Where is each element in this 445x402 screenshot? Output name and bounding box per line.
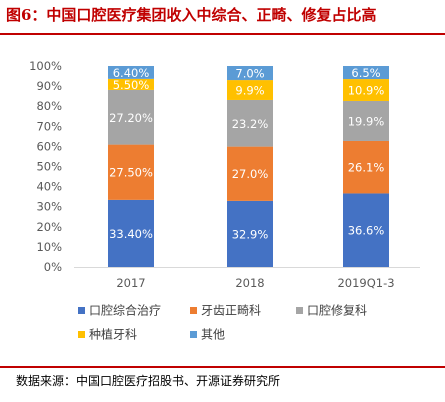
stacked-bar-chart: 0% 10% 20% 30% 40% 50% 60% 70% 80% 90% 100% 33.40%… bbox=[29, 59, 420, 342]
bar-segment bbox=[343, 100, 389, 141]
legend-swatch bbox=[190, 307, 197, 314]
data-label: 27.0% bbox=[232, 167, 269, 181]
data-label: 33.40% bbox=[109, 227, 153, 241]
data-label: 32.9% bbox=[232, 227, 269, 241]
y-tick-label: 20% bbox=[36, 220, 62, 234]
bar-segment bbox=[343, 193, 389, 267]
data-label: 27.20% bbox=[109, 111, 153, 125]
data-label: 36.6% bbox=[348, 224, 385, 238]
y-tick-label: 10% bbox=[36, 240, 62, 254]
bar-segment bbox=[343, 66, 389, 80]
data-label: 27.50% bbox=[109, 166, 153, 180]
data-source: 数据来源：中国口腔医疗招股书、开源证券研究所 bbox=[16, 374, 281, 388]
bar-segment bbox=[108, 144, 154, 200]
bar-segment bbox=[108, 78, 154, 90]
legend-swatch bbox=[190, 331, 197, 338]
legend-label: 其他 bbox=[201, 328, 225, 342]
y-tick-label: 70% bbox=[36, 119, 62, 133]
x-tick-label: 2018 bbox=[235, 276, 264, 290]
y-axis: 0% 10% 20% 30% 40% 50% 60% 70% 80% 90% 100% bbox=[29, 59, 62, 274]
y-tick-label: 50% bbox=[36, 160, 62, 174]
data-label: 7.0% bbox=[235, 67, 264, 81]
legend-label: 口腔综合治疗 bbox=[89, 303, 161, 318]
title-divider bbox=[0, 33, 445, 35]
data-label: 9.9% bbox=[235, 84, 264, 98]
bars: 33.40% 27.50% 27.20% 5.50%6.40% 32.9% 27.0% 23… bbox=[108, 66, 389, 267]
source-divider bbox=[0, 366, 445, 368]
y-tick-label: 60% bbox=[36, 139, 62, 153]
legend-label: 口腔修复科 bbox=[307, 303, 367, 318]
bar-segment bbox=[108, 66, 154, 79]
legend-swatch bbox=[296, 307, 303, 314]
chart-title: 图6：中国口腔医疗集团收入中综合、正畸、修复占比高 bbox=[6, 6, 377, 24]
y-tick-label: 100% bbox=[29, 59, 62, 73]
x-axis: 2017 2018 2019Q1-3 bbox=[74, 267, 420, 290]
x-tick-label: 2017 bbox=[116, 276, 145, 290]
bar-segment bbox=[227, 146, 273, 201]
bar-segment bbox=[343, 140, 389, 194]
data-label: 10.9% bbox=[348, 84, 385, 98]
bar-segment bbox=[227, 80, 273, 100]
y-tick-label: 0% bbox=[44, 260, 62, 274]
bar-segment bbox=[227, 99, 273, 147]
data-label: 5.50% bbox=[113, 78, 150, 92]
bar-segment bbox=[108, 89, 154, 145]
y-tick-label: 40% bbox=[36, 180, 62, 194]
data-label: 19.9% bbox=[348, 114, 385, 128]
y-tick-label: 90% bbox=[36, 79, 62, 93]
bar-segment bbox=[108, 199, 154, 267]
data-label: 23.2% bbox=[232, 117, 269, 131]
legend-label: 牙齿正畸科 bbox=[201, 304, 261, 318]
legend-label: 种植牙科 bbox=[89, 327, 137, 342]
x-tick-label: 2019Q1-3 bbox=[337, 276, 394, 290]
bar-segment bbox=[227, 66, 273, 81]
bar-segment bbox=[343, 79, 389, 101]
bar-segment bbox=[227, 200, 273, 267]
y-tick-label: 80% bbox=[36, 99, 62, 113]
data-label: 26.1% bbox=[348, 161, 385, 175]
legend-swatch bbox=[78, 307, 85, 314]
data-label: 6.5% bbox=[351, 66, 380, 80]
legend-swatch bbox=[78, 331, 85, 338]
y-tick-label: 30% bbox=[36, 200, 62, 214]
data-label: 6.40% bbox=[113, 66, 150, 80]
